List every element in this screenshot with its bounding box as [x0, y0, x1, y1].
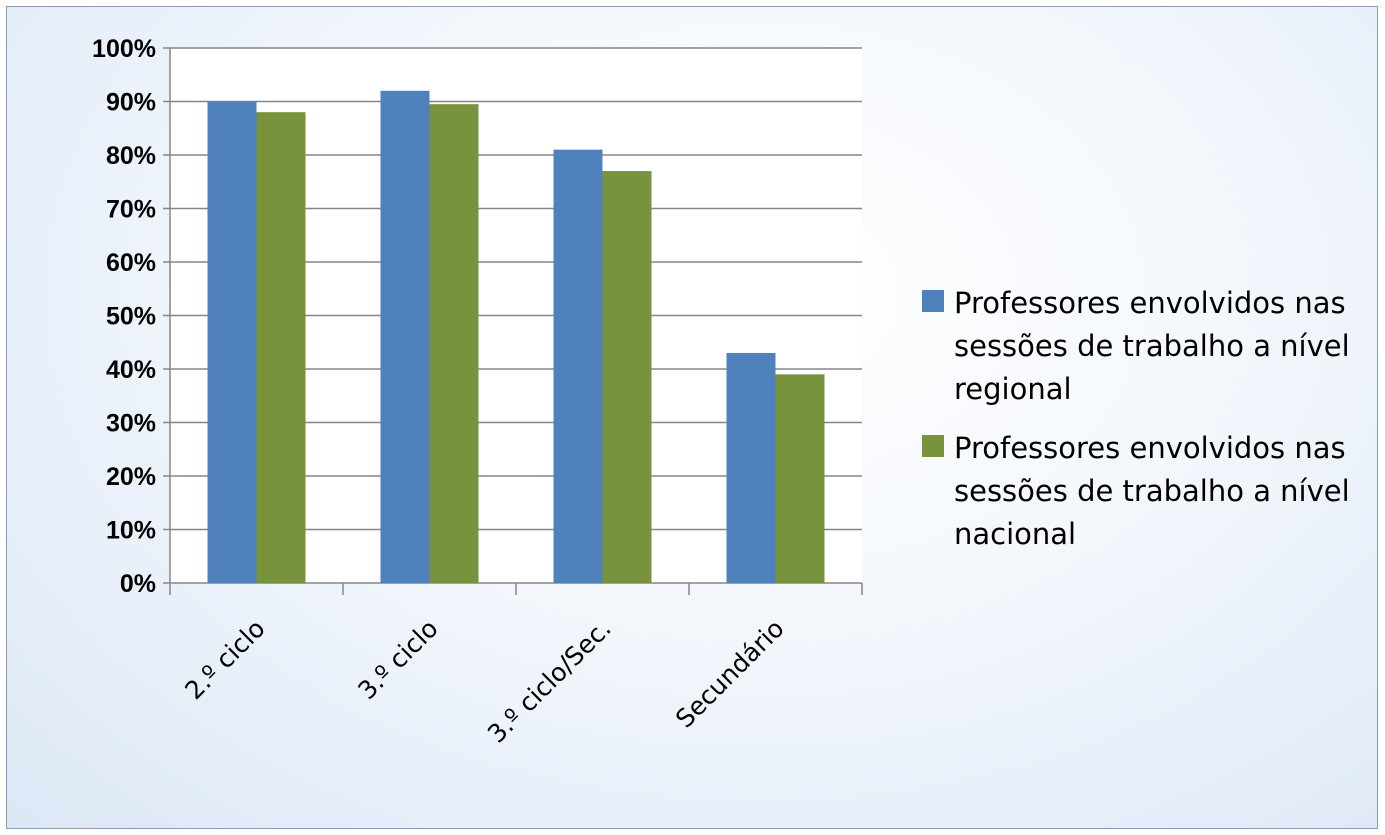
y-tick-label: 60%: [106, 249, 156, 277]
legend-label-nacional: Professores envolvidos nas sessões de tr…: [954, 431, 1350, 551]
x-category-label: Secundário: [670, 614, 790, 734]
bar-nacional: [602, 171, 652, 584]
bar-nacional: [256, 112, 306, 583]
y-tick-label: 10%: [106, 517, 156, 545]
x-category-label: 2.º ciclo: [179, 614, 270, 705]
bar-regional: [726, 352, 776, 583]
y-tick-label: 80%: [106, 142, 156, 170]
legend-item-nacional: Professores envolvidos nas sessões de tr…: [922, 427, 1362, 556]
legend-swatch-nacional: [922, 435, 944, 457]
bar-nacional: [775, 374, 825, 583]
y-tick-label: 0%: [120, 570, 156, 598]
legend-item-regional: Professores envolvidos nas sessões de tr…: [922, 282, 1362, 411]
y-tick-label: 20%: [106, 463, 156, 491]
y-tick-label: 40%: [106, 356, 156, 384]
y-tick-label: 90%: [106, 89, 156, 117]
legend-label-regional: Professores envolvidos nas sessões de tr…: [954, 286, 1350, 406]
y-tick-label: 100%: [92, 35, 156, 63]
legend-swatch-regional: [922, 290, 944, 312]
bar-nacional: [429, 104, 479, 584]
bar-regional: [553, 149, 603, 583]
y-tick-label: 70%: [106, 196, 156, 224]
bar-regional: [207, 101, 257, 583]
x-category-label: 3.º ciclo: [352, 614, 443, 705]
y-tick-label: 50%: [106, 303, 156, 331]
y-tick-label: 30%: [106, 410, 156, 438]
bar-regional: [380, 90, 430, 584]
x-category-label: 3.º ciclo/Sec.: [482, 614, 617, 749]
legend: Professores envolvidos nas sessões de tr…: [922, 282, 1362, 572]
